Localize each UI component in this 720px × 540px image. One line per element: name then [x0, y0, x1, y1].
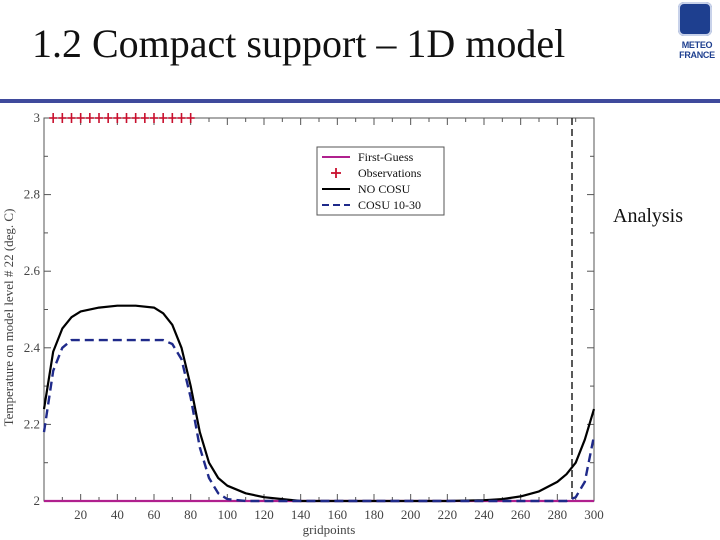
- observation-point: [150, 113, 158, 123]
- x-tick-label: 140: [291, 507, 311, 522]
- observation-point: [67, 113, 76, 123]
- observation-point: [186, 113, 195, 123]
- x-tick-label: 20: [74, 507, 87, 522]
- chart-legend: First-Guess Observations NO COSU COSU 10-30: [316, 146, 445, 216]
- y-tick-label: 2.6: [24, 263, 41, 278]
- x-tick-label: 200: [401, 507, 421, 522]
- observation-point: [122, 113, 131, 123]
- x-tick-label: 240: [474, 507, 494, 522]
- x-tick-label: 120: [254, 507, 274, 522]
- observation-point: [58, 113, 67, 123]
- observation-point: [85, 113, 94, 123]
- x-tick-label: 180: [364, 507, 384, 522]
- x-tick-label: 220: [438, 507, 458, 522]
- logo-emblem-icon: [678, 2, 712, 36]
- analysis-label: Analysis: [613, 205, 683, 227]
- x-tick-label: 160: [328, 507, 348, 522]
- observation-point: [140, 113, 149, 123]
- series-layer: [42, 113, 596, 503]
- title-divider: [0, 99, 720, 103]
- y-tick-label: 2: [34, 493, 41, 508]
- observation-point: [49, 113, 58, 123]
- meteo-france-logo: METEO FRANCE: [676, 2, 718, 64]
- x-axis-title: gridpoints: [303, 522, 356, 537]
- observation-point: [113, 113, 122, 123]
- y-tick-label: 2.8: [24, 187, 40, 202]
- x-tick-label: 280: [548, 507, 568, 522]
- legend-label: COSU 10-30: [358, 198, 421, 212]
- legend-box: [316, 146, 445, 216]
- x-tick-label: 80: [184, 507, 197, 522]
- y-tick-label: 3: [34, 110, 41, 125]
- no-cosu-line: [42, 304, 596, 503]
- observation-point: [95, 113, 103, 123]
- logo-line-2: FRANCE: [679, 50, 715, 60]
- x-tick-label: 40: [111, 507, 124, 522]
- axes-labels: 20 40 60 80 100 120 140 160 180 200 220 240 260 280 30…: [1, 110, 604, 537]
- y-tick-label: 2.4: [24, 340, 41, 355]
- legend-label: Observations: [358, 166, 422, 180]
- observation-point: [177, 113, 186, 123]
- legend-label: NO COSU: [358, 182, 411, 196]
- y-axis-title: Temperature on model level # 22 (deg. C): [1, 209, 16, 427]
- x-tick-label: 100: [218, 507, 238, 522]
- observation-point: [76, 113, 85, 123]
- observation-point: [159, 113, 168, 123]
- slide-title: 1.2 Compact support – 1D model: [32, 21, 566, 66]
- cosu-line: [42, 338, 596, 503]
- observation-point: [131, 113, 140, 123]
- logo-line-1: METEO: [681, 40, 713, 50]
- observation-point: [168, 113, 177, 123]
- x-tick-label: 300: [584, 507, 604, 522]
- x-tick-label: 60: [148, 507, 161, 522]
- y-tick-label: 2.2: [24, 416, 40, 431]
- x-tick-label: 260: [511, 507, 531, 522]
- observation-point: [104, 113, 113, 123]
- legend-label: First-Guess: [358, 150, 414, 164]
